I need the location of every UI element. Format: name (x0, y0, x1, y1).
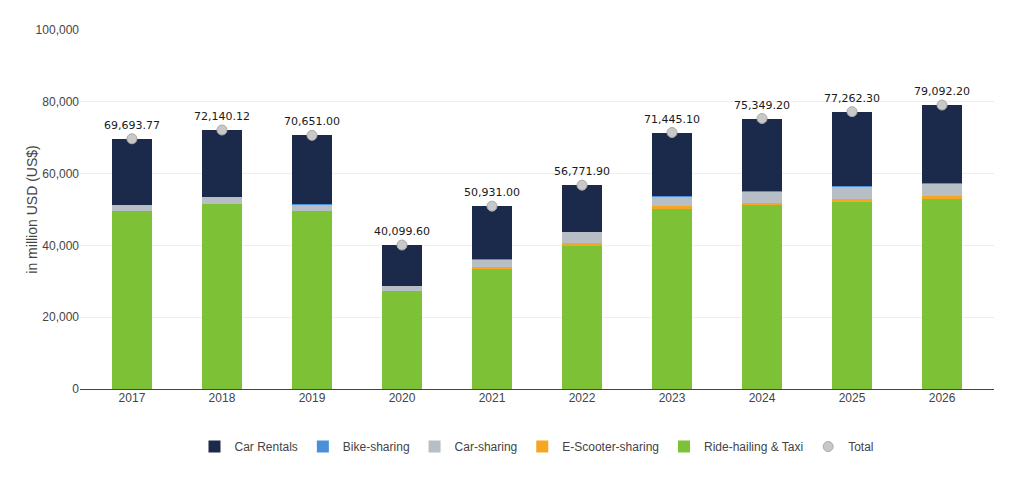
svg-text:40,000: 40,000 (42, 239, 79, 253)
svg-text:2024: 2024 (749, 391, 776, 405)
svg-text:E-Scooter-sharing: E-Scooter-sharing (562, 440, 659, 454)
svg-text:77,262.30: 77,262.30 (824, 92, 880, 105)
svg-text:70,651.00: 70,651.00 (284, 115, 340, 128)
svg-text:2020: 2020 (389, 391, 416, 405)
svg-text:0: 0 (72, 382, 79, 396)
svg-text:60,000: 60,000 (42, 167, 79, 181)
svg-text:71,445.10: 71,445.10 (644, 113, 700, 126)
svg-text:2023: 2023 (659, 391, 686, 405)
svg-text:in million USD (US$): in million USD (US$) (24, 145, 40, 273)
svg-text:Ride-hailing & Taxi: Ride-hailing & Taxi (704, 440, 803, 454)
svg-text:2021: 2021 (479, 391, 506, 405)
svg-text:2017: 2017 (119, 391, 146, 405)
svg-text:2019: 2019 (299, 391, 326, 405)
svg-text:2022: 2022 (569, 391, 596, 405)
svg-text:72,140.12: 72,140.12 (194, 110, 250, 123)
svg-text:Bike-sharing: Bike-sharing (343, 440, 410, 454)
svg-text:Total: Total (848, 440, 873, 454)
svg-text:Car Rentals: Car Rentals (235, 440, 298, 454)
svg-text:2018: 2018 (209, 391, 236, 405)
svg-text:50,931.00: 50,931.00 (464, 186, 520, 199)
svg-text:40,099.60: 40,099.60 (374, 225, 430, 238)
svg-text:2026: 2026 (929, 391, 956, 405)
svg-text:56,771.90: 56,771.90 (554, 165, 610, 178)
svg-text:75,349.20: 75,349.20 (734, 99, 790, 112)
svg-text:69,693.77: 69,693.77 (104, 119, 160, 132)
svg-text:2025: 2025 (839, 391, 866, 405)
svg-text:100,000: 100,000 (36, 23, 80, 37)
svg-text:80,000: 80,000 (42, 95, 79, 109)
svg-text:79,092.20: 79,092.20 (914, 85, 970, 98)
svg-text:Car-sharing: Car-sharing (455, 440, 518, 454)
svg-text:20,000: 20,000 (42, 310, 79, 324)
